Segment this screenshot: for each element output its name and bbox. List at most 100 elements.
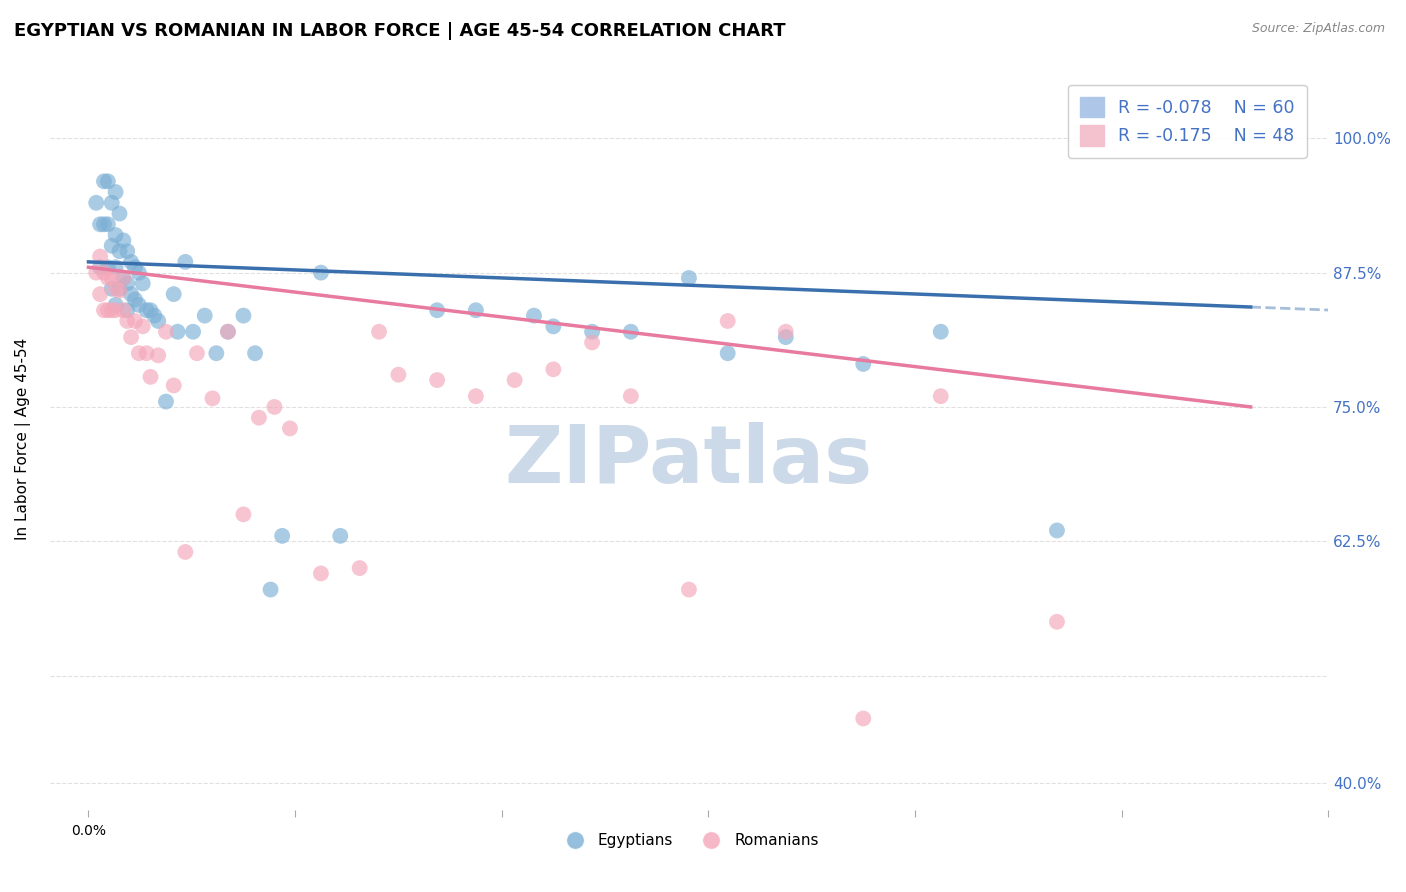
Point (426, 303, 449, 318)
Point (775, 325, 797, 339)
Point (775, 330, 797, 344)
Point (104, 260, 127, 275)
Point (97, 271, 120, 285)
Point (852, 357, 875, 371)
Point (194, 309, 217, 323)
Point (89, 250, 111, 264)
Point (132, 277, 155, 291)
Point (128, 266, 150, 280)
Point (1046, 615, 1069, 629)
Point (263, 400, 285, 414)
Point (108, 206, 131, 220)
Point (259, 582, 281, 597)
Point (717, 314, 740, 328)
Point (464, 389, 486, 403)
Point (120, 330, 142, 344)
Point (93, 303, 115, 318)
Point (232, 309, 254, 323)
Point (155, 394, 177, 409)
Point (104, 185, 127, 199)
Point (349, 561, 371, 575)
Point (97, 217, 120, 231)
Point (247, 410, 270, 425)
Point (124, 260, 146, 275)
Point (89, 217, 111, 231)
Point (93, 217, 115, 231)
Point (139, 303, 162, 318)
Point (89, 260, 111, 275)
Point (271, 529, 294, 543)
Point (108, 282, 131, 296)
Point (143, 309, 166, 323)
Point (93, 174, 115, 188)
Point (120, 287, 142, 301)
Point (112, 271, 135, 285)
Point (503, 373, 526, 387)
Point (581, 335, 603, 350)
Point (112, 303, 135, 318)
Point (426, 373, 449, 387)
Point (309, 266, 332, 280)
Point (543, 362, 565, 376)
Y-axis label: In Labor Force | Age 45-54: In Labor Force | Age 45-54 (15, 338, 31, 541)
Point (620, 389, 643, 403)
Point (620, 325, 643, 339)
Point (115, 244, 138, 259)
Point (163, 287, 186, 301)
Point (201, 392, 224, 406)
Point (97, 260, 120, 275)
Point (97, 303, 120, 318)
Point (112, 271, 135, 285)
Point (678, 271, 700, 285)
Point (174, 545, 197, 559)
Point (148, 348, 170, 362)
Point (329, 529, 352, 543)
Point (135, 346, 157, 360)
Point (100, 195, 122, 210)
Point (186, 346, 208, 360)
Point (135, 303, 157, 318)
Point (104, 282, 127, 296)
Point (124, 293, 146, 307)
Point (174, 255, 197, 269)
Text: ZIPatlas: ZIPatlas (505, 423, 873, 500)
Point (100, 239, 122, 253)
Point (84, 195, 107, 210)
Point (124, 314, 146, 328)
Point (128, 346, 150, 360)
Point (128, 298, 150, 312)
Point (112, 234, 135, 248)
Point (166, 325, 188, 339)
Point (84, 266, 107, 280)
Point (93, 266, 115, 280)
Point (89, 287, 111, 301)
Point (387, 368, 409, 382)
Point (205, 346, 228, 360)
Point (309, 566, 332, 581)
Point (368, 325, 391, 339)
Point (232, 508, 254, 522)
Point (1046, 524, 1069, 538)
Point (581, 325, 603, 339)
Point (139, 369, 162, 384)
Point (929, 389, 952, 403)
Point (100, 282, 122, 296)
Point (97, 174, 120, 188)
Point (155, 325, 177, 339)
Text: EGYPTIAN VS ROMANIAN IN LABOR FORCE | AGE 45-54 CORRELATION CHART: EGYPTIAN VS ROMANIAN IN LABOR FORCE | AG… (14, 22, 786, 40)
Point (100, 303, 122, 318)
Point (108, 244, 131, 259)
Point (108, 284, 131, 298)
Point (181, 325, 204, 339)
Point (104, 227, 127, 242)
Point (132, 319, 155, 334)
Point (464, 303, 486, 318)
Point (148, 314, 170, 328)
Point (163, 378, 186, 392)
Point (217, 325, 239, 339)
Point (104, 298, 127, 312)
Point (717, 346, 740, 360)
Point (543, 319, 565, 334)
Point (217, 325, 239, 339)
Point (278, 421, 301, 435)
